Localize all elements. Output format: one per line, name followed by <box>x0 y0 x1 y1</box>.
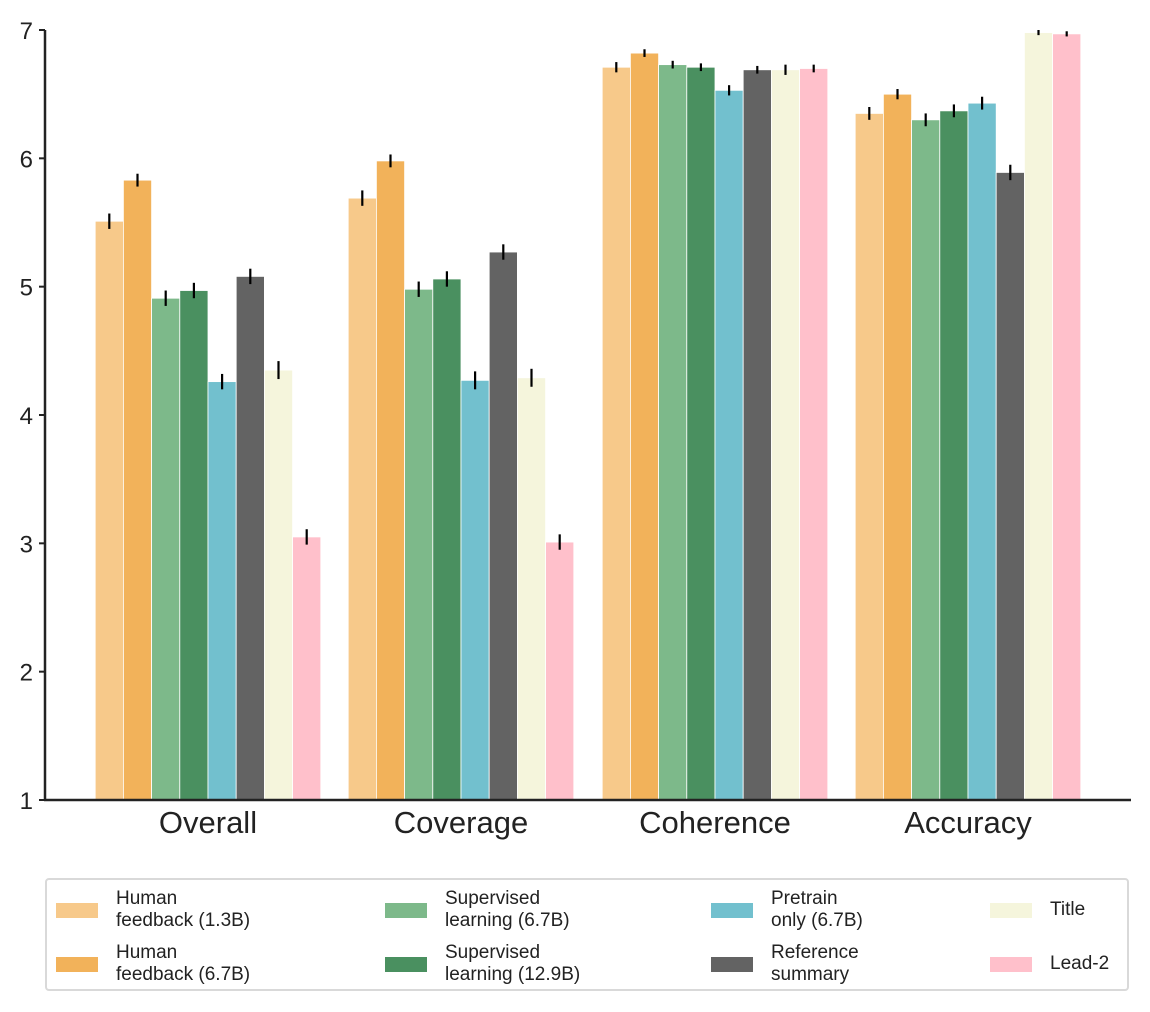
legend-swatch <box>711 956 753 972</box>
y-tick-label: 4 <box>20 403 33 430</box>
legend-entry: Title <box>990 888 1085 932</box>
bar <box>263 369 293 801</box>
bar <box>967 102 997 801</box>
bar <box>1024 32 1054 801</box>
bar <box>630 52 660 801</box>
legend-label: Pretrain only (6.7B) <box>771 888 863 931</box>
bar <box>714 89 744 801</box>
bar <box>235 275 265 801</box>
bar <box>375 160 405 801</box>
legend-swatch <box>990 956 1032 972</box>
bar <box>771 69 801 801</box>
bar <box>488 251 518 801</box>
legend-swatch <box>385 902 427 918</box>
legend-entry: Human feedback (6.7B) <box>56 942 250 986</box>
x-tick-label: Overall <box>159 805 257 840</box>
bar <box>939 110 969 801</box>
bar <box>404 288 434 801</box>
legend-swatch <box>56 902 98 918</box>
bar <box>207 381 237 801</box>
legend-entry: Pretrain only (6.7B) <box>711 888 863 932</box>
x-tick-label: Accuracy <box>904 805 1032 840</box>
bar <box>179 290 209 801</box>
legend-entry: Reference summary <box>711 942 859 986</box>
legend-label: Supervised learning (12.9B) <box>445 942 581 985</box>
bar <box>883 93 913 801</box>
bar-chart: 1 2 3 4 5 6 7 Overall Coverage Coherence Accuracy <box>20 18 1131 840</box>
legend: Human feedback (1.3B) Human feedback (6.7… <box>45 878 1129 991</box>
legend-entry: Human feedback (1.3B) <box>56 888 250 932</box>
x-tick-label: Coherence <box>639 805 791 840</box>
bar <box>658 64 688 801</box>
bar <box>601 66 631 801</box>
y-ticks: 1 2 3 4 5 6 7 <box>20 18 45 815</box>
bar <box>911 119 941 801</box>
bar <box>460 379 490 801</box>
bar <box>94 220 124 801</box>
bar <box>995 172 1025 801</box>
y-tick-label: 7 <box>20 18 33 45</box>
bar <box>517 377 547 801</box>
legend-swatch <box>711 902 753 918</box>
y-tick-label: 3 <box>20 531 33 558</box>
x-ticks: Overall Coverage Coherence Accuracy <box>159 805 1032 840</box>
legend-entry: Supervised learning (6.7B) <box>385 888 570 932</box>
legend-label: Reference summary <box>771 942 859 985</box>
bar <box>292 536 322 801</box>
bar <box>151 297 181 801</box>
bar <box>123 179 153 801</box>
bar <box>854 113 884 801</box>
bar <box>432 278 462 801</box>
legend-swatch <box>990 902 1032 918</box>
legend-label: Title <box>1050 899 1086 920</box>
bar <box>545 541 575 801</box>
legend-label: Human feedback (6.7B) <box>116 942 251 985</box>
y-tick-label: 1 <box>20 788 33 815</box>
bar <box>742 69 772 801</box>
legend-swatch <box>56 956 98 972</box>
bar <box>1052 33 1082 801</box>
legend-label: Human feedback (1.3B) <box>116 888 251 931</box>
bars-layer <box>94 32 1082 801</box>
y-tick-label: 6 <box>20 146 33 173</box>
x-tick-label: Coverage <box>394 805 528 840</box>
legend-entry: Lead-2 <box>990 942 1109 986</box>
legend-label: Lead-2 <box>1050 953 1110 974</box>
bar <box>347 197 377 801</box>
legend-entry: Supervised learning (12.9B) <box>385 942 580 986</box>
bar <box>799 68 829 801</box>
y-tick-label: 5 <box>20 275 33 302</box>
legend-label: Supervised learning (6.7B) <box>445 888 570 931</box>
error-bars-layer <box>108 30 1068 550</box>
bar <box>686 66 716 801</box>
legend-swatch <box>385 956 427 972</box>
y-tick-label: 2 <box>20 660 33 687</box>
